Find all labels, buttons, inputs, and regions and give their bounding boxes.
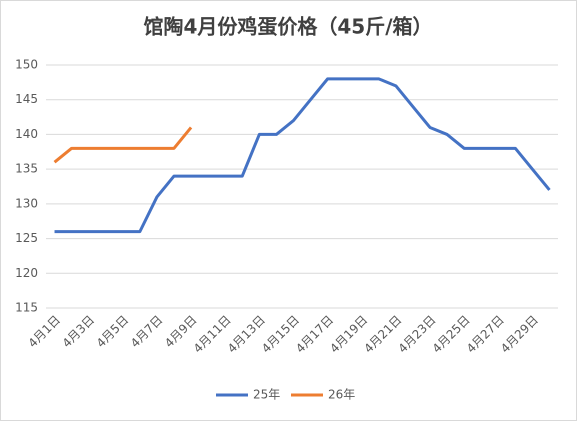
chart-title: 馆陶4月份鸡蛋价格（45斤/箱） bbox=[143, 15, 432, 39]
y-tick-label: 125 bbox=[15, 231, 38, 245]
legend-label: 25年 bbox=[253, 388, 280, 402]
y-tick-label: 115 bbox=[15, 301, 38, 315]
legend-label: 26年 bbox=[328, 388, 355, 402]
y-tick-label: 135 bbox=[15, 162, 38, 176]
data-line bbox=[53, 126, 193, 164]
y-tick-label: 150 bbox=[15, 58, 38, 72]
y-tick-label: 140 bbox=[15, 127, 38, 141]
y-tick-label: 120 bbox=[15, 266, 38, 280]
y-tick-label: 145 bbox=[15, 92, 38, 106]
data-line bbox=[54, 77, 551, 234]
y-tick-label: 130 bbox=[15, 196, 38, 210]
